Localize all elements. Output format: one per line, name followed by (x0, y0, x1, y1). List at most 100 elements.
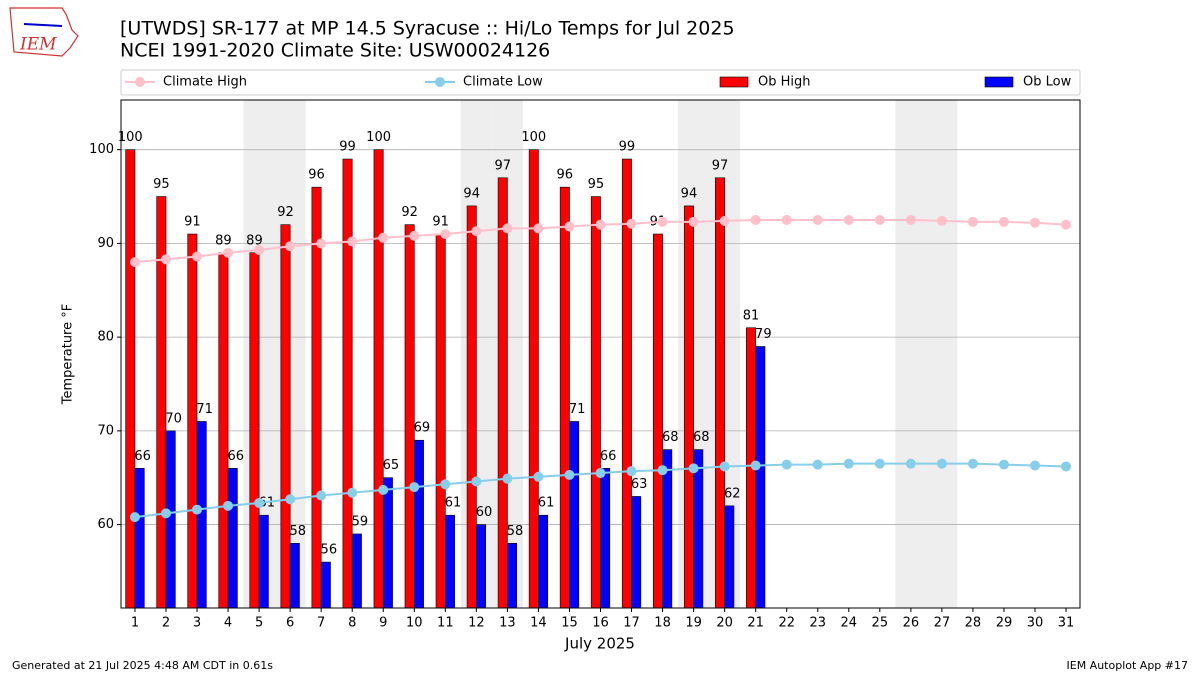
line-marker (223, 247, 234, 258)
line-marker (161, 508, 172, 519)
bar (600, 468, 611, 609)
data-label: 95 (153, 177, 170, 192)
bar (445, 514, 455, 609)
x-tick-label: 8 (348, 616, 356, 631)
line-marker (1029, 460, 1040, 471)
line-marker (564, 221, 575, 232)
data-label: 100 (118, 130, 143, 145)
legend-label: Climate High (163, 75, 247, 90)
x-tick-label: 9 (379, 616, 387, 631)
x-tick-label: 14 (530, 616, 547, 631)
bar (227, 468, 238, 609)
bar (373, 149, 384, 609)
bar (652, 233, 663, 609)
line-marker (502, 473, 513, 484)
data-label: 66 (134, 449, 151, 464)
data-label: 79 (755, 327, 772, 342)
bar (466, 205, 477, 609)
logo-line (23, 23, 63, 27)
legend-box (120, 69, 1081, 96)
data-label: 69 (414, 421, 431, 436)
legend-swatch (984, 76, 1014, 88)
data-label: 66 (227, 449, 244, 464)
line-marker (192, 251, 203, 262)
data-label: 60 (476, 505, 493, 520)
x-tick-label: 21 (747, 616, 764, 631)
x-tick-label: 20 (716, 616, 733, 631)
data-label: 65 (383, 458, 400, 473)
bar (538, 514, 549, 609)
bar (187, 233, 198, 609)
line-marker (936, 215, 947, 226)
data-label: 89 (246, 233, 263, 248)
x-tick-label: 30 (1027, 616, 1044, 631)
data-label: 81 (743, 308, 760, 323)
data-label: 66 (600, 449, 617, 464)
line-marker (998, 459, 1009, 470)
bar (382, 477, 393, 609)
line-marker (192, 504, 203, 515)
line-marker (378, 232, 389, 243)
line-marker (905, 214, 916, 225)
y-tick-label: 60 (97, 517, 114, 532)
x-tick-label: 22 (778, 616, 795, 631)
y-tick-label: 90 (97, 236, 114, 251)
line-marker (471, 476, 482, 487)
plot-frame (120, 99, 1081, 609)
bar (404, 224, 415, 609)
logo-text: IEM (19, 35, 57, 55)
line-marker (129, 512, 140, 523)
x-tick-label: 5 (255, 616, 263, 631)
data-label: 61 (445, 496, 462, 511)
data-label: 61 (538, 496, 555, 511)
line-marker (750, 214, 761, 225)
line-marker (905, 458, 916, 469)
line-marker (750, 460, 761, 471)
bar (528, 149, 539, 609)
bar (258, 514, 269, 609)
bar (724, 505, 735, 609)
line-marker (998, 216, 1009, 227)
line-marker (1029, 217, 1040, 228)
data-label: 99 (619, 140, 636, 155)
line-marker (595, 219, 606, 230)
bar (569, 421, 580, 609)
x-tick-label: 15 (561, 616, 578, 631)
data-label: 92 (401, 205, 418, 220)
chart-title: [UTWDS] SR-177 at MP 14.5 Syracuse :: Hi… (120, 18, 735, 40)
line-marker (781, 214, 792, 225)
line-marker (874, 214, 885, 225)
logo-outline (9, 7, 79, 57)
x-tick-label: 6 (286, 616, 294, 631)
bar (507, 543, 518, 609)
bar (280, 224, 291, 609)
data-label: 100 (366, 130, 391, 145)
line-marker (316, 238, 327, 249)
x-tick-label: 28 (965, 616, 982, 631)
bar (134, 468, 145, 609)
line-marker (347, 487, 358, 498)
line-marker (626, 466, 637, 477)
x-tick-label: 24 (841, 616, 858, 631)
x-tick-label: 16 (592, 616, 609, 631)
x-tick-label: 7 (317, 616, 325, 631)
line-marker (657, 465, 668, 476)
y-tick-label: 70 (97, 423, 114, 438)
x-tick-label: 13 (499, 616, 516, 631)
bar (249, 252, 260, 609)
bar (125, 149, 136, 609)
x-axis-label: July 2025 (564, 635, 635, 653)
data-label: 92 (277, 205, 294, 220)
line-marker (409, 230, 420, 241)
x-tick-label: 17 (623, 616, 640, 631)
legend-swatch (719, 76, 749, 88)
bar (218, 252, 229, 609)
x-tick-label: 19 (685, 616, 702, 631)
line-marker (564, 469, 575, 480)
bar (196, 421, 207, 609)
line-marker (223, 500, 234, 511)
x-tick-label: 27 (934, 616, 951, 631)
data-label: 56 (321, 543, 338, 558)
x-tick-label: 29 (996, 616, 1013, 631)
footer-left: Generated at 21 Jul 2025 4:48 AM CDT in … (12, 659, 273, 672)
